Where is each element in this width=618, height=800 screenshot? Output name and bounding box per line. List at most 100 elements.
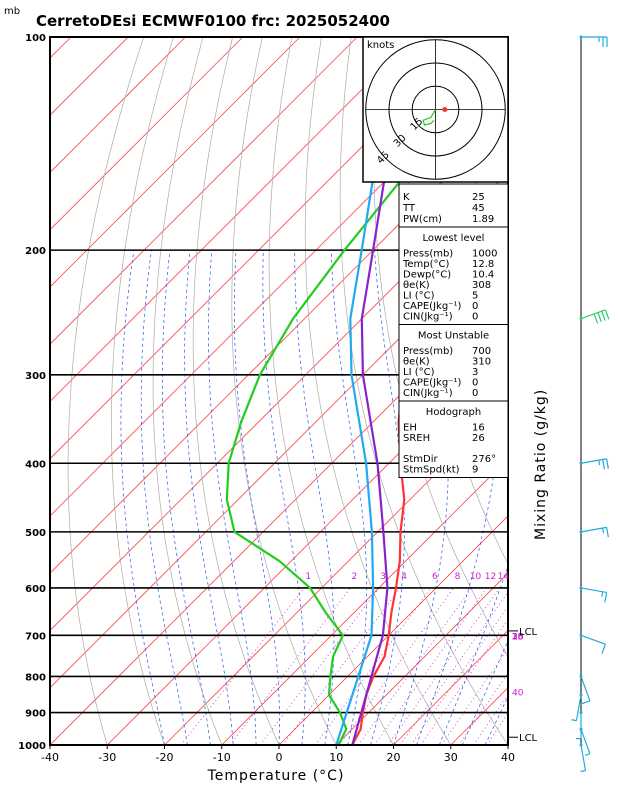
lcl-label: LCL [519, 627, 538, 638]
wind-barb [579, 633, 606, 654]
mixing-ratio-axis-label: Mixing Ratio (g/kg) [533, 389, 549, 540]
grid-lines [50, 37, 618, 745]
wind-barb [579, 586, 608, 603]
sounding-series [225, 58, 508, 745]
mixing-ratio-label: 25 [512, 632, 523, 642]
stat-label: StmSpd(kt) [403, 465, 460, 476]
chart-title: CerretoDEsi ECMWF0100 frc: 2025052400 [36, 12, 390, 30]
x-axis-label: Temperature (°C) [207, 768, 345, 784]
stats-panel: K 25 TT 45 PW(cm) 1.89 Lowest level Press(mb) 10… [398, 183, 509, 478]
stat-label: Temp(°C) [402, 259, 450, 270]
wind-barb-feather [593, 313, 599, 324]
mixing-ratio-label: 1 [305, 572, 311, 582]
stat-value: 1.89 [472, 214, 494, 225]
dry-adiabat-line [192, 37, 280, 745]
mixing-ratio-line [410, 605, 508, 745]
wind-barb-feather [601, 644, 606, 654]
pressure-tick-label: 500 [25, 528, 46, 539]
pressure-tick-label: 700 [25, 631, 46, 642]
mixing-ratio-line [458, 672, 508, 745]
wind-barb-feather [601, 591, 604, 597]
wind-barb-feather [604, 592, 608, 603]
wind-barb-feather [597, 312, 602, 323]
pressure-tick-label: 600 [25, 584, 46, 595]
mixing-ratio-label: 8 [455, 572, 461, 582]
stat-label: θe(K) [403, 357, 430, 368]
moist-adiabat-line [507, 744, 508, 745]
stat-label: TT [402, 203, 416, 214]
wind-barb-feather [571, 719, 577, 722]
mixing-ratio-label: 16 [512, 632, 524, 642]
stat-value: 310 [472, 357, 491, 368]
wind-barb [579, 743, 587, 773]
wind-barb-staff [580, 676, 591, 702]
temperature-tick-label: 20 [387, 751, 401, 764]
pressure-tick-label: 900 [25, 709, 46, 720]
temperature-tick-label: 0 [276, 751, 283, 764]
moist-adiabat-line [484, 695, 508, 745]
stat-label: SREH [403, 433, 430, 444]
wind-barb-staff [580, 744, 587, 771]
wind-barb [579, 674, 591, 705]
parcel-profile [335, 117, 393, 745]
dry-adiabat-line [304, 37, 452, 745]
dry-adiabat-line [588, 37, 618, 745]
hodograph-trace [422, 107, 448, 126]
stat-value: 0 [472, 301, 478, 312]
stat-label: PW(cm) [403, 214, 442, 225]
mixing-ratio-line [259, 587, 380, 745]
dry-adiabat-line [559, 37, 618, 745]
wind-barb-feather [580, 700, 591, 705]
moist-adiabat-line [140, 250, 188, 745]
stat-label: Press(mb) [403, 249, 453, 260]
hodograph-stats-header: Hodograph [426, 407, 481, 418]
wind-barb [579, 35, 608, 47]
hodograph-curve [422, 109, 437, 126]
mixing-ratio-label: 18 [512, 632, 524, 642]
mixing-ratio-label: 14 [498, 572, 510, 582]
wind-barb-feather [598, 460, 601, 466]
stat-label: Press(mb) [403, 346, 453, 357]
moist-adiabat-line [161, 250, 211, 745]
wind-barb-feather [584, 753, 591, 756]
mixing-ratio-line [486, 712, 508, 745]
mixing-ratio-label: 12 [485, 572, 496, 582]
wind-barb [576, 711, 583, 740]
mixing-ratio-label: 35 [512, 632, 523, 642]
pressure-tick-label: 200 [25, 246, 46, 257]
stat-value: 276° [472, 454, 496, 465]
isotherm-line [335, 572, 508, 745]
mixing-ratio-line [373, 587, 488, 745]
pressure-tick-label: 1000 [18, 741, 46, 752]
dry-adiabat-line [152, 37, 223, 745]
stat-label: Dewp(°C) [403, 270, 451, 281]
pressure-tick-label: 400 [25, 459, 46, 470]
mixing-ratio-line [441, 647, 508, 745]
stat-value: 1000 [472, 249, 497, 260]
mixing-ratio-line [387, 587, 500, 745]
mixing-ratio-line [473, 693, 508, 745]
isotherm-line [50, 171, 508, 632]
wind-barb-feather [606, 527, 609, 538]
mixing-ratio-label: 6 [432, 572, 438, 582]
stat-value: 308 [472, 280, 491, 291]
lowest-level-box [398, 226, 509, 325]
mixing-ratio-label: 4 [401, 572, 407, 582]
pressure-tick-label: 800 [25, 672, 46, 683]
dry-adiabat-line [339, 37, 508, 745]
stat-value: 16 [472, 423, 485, 434]
isotherm-line [50, 37, 244, 231]
wind-barb-feather [580, 770, 586, 773]
wind-barb [571, 693, 583, 722]
wind-barb-staff [580, 634, 606, 645]
stat-value: 0 [472, 388, 478, 399]
wind-barbs [571, 35, 610, 773]
wind-barb [579, 458, 609, 470]
stat-label: StmDir [403, 454, 438, 465]
mixing-ratio-label: 10 [470, 572, 482, 582]
moist-adiabat-line [120, 250, 165, 745]
wind-barb-feather [604, 309, 610, 320]
wind-barb [579, 727, 591, 756]
isotherm-line [50, 229, 508, 689]
